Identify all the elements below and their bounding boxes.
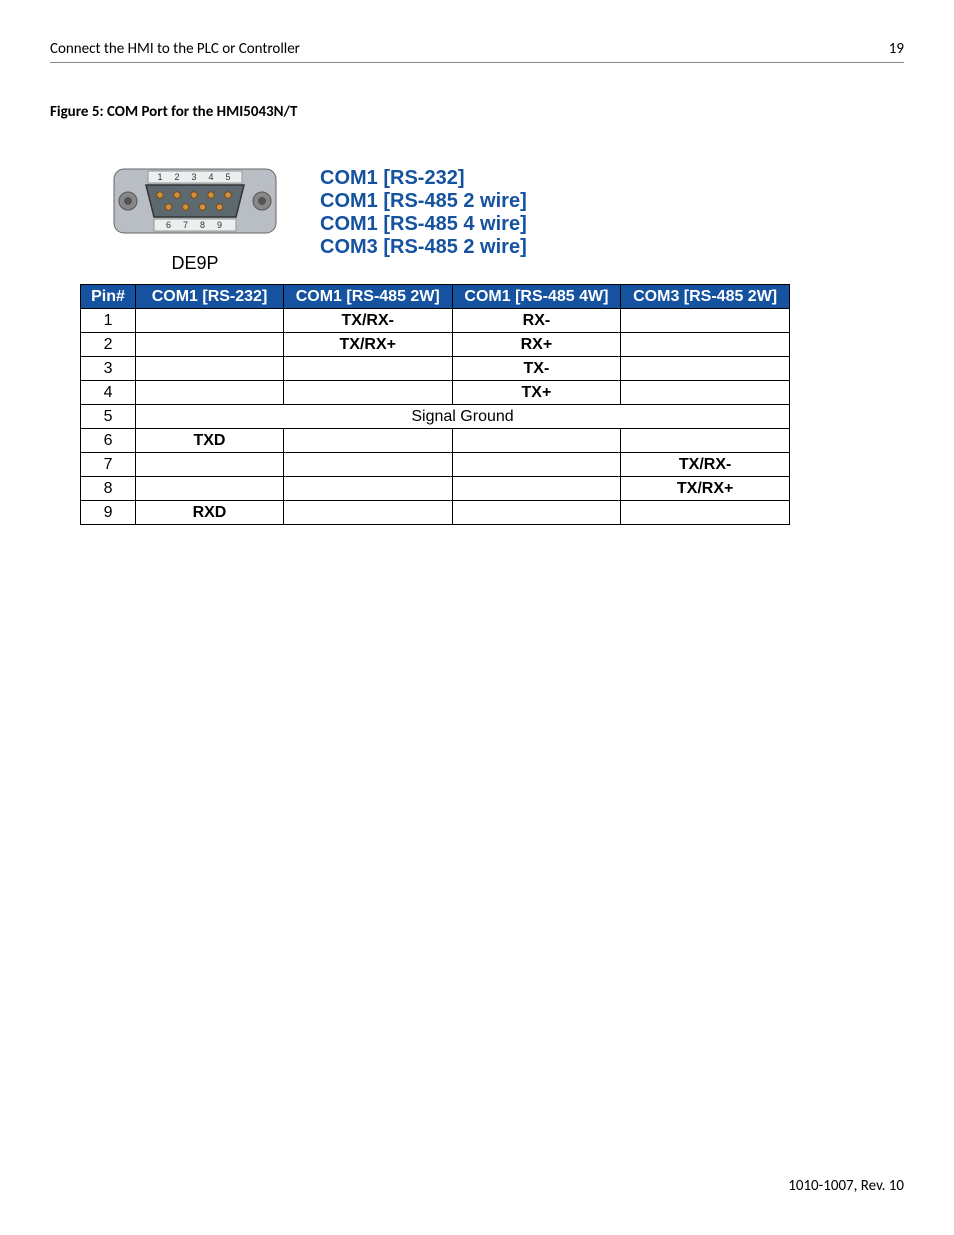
- pin-number-cell: 6: [81, 429, 136, 453]
- table-row: 5Signal Ground: [81, 405, 790, 429]
- table-cell: [136, 381, 284, 405]
- page-header: Connect the HMI to the PLC or Controller…: [50, 40, 904, 63]
- table-cell: [283, 381, 452, 405]
- svg-text:5: 5: [225, 172, 230, 182]
- table-row: 1 TX/RX-RX-: [81, 309, 790, 333]
- table-column-header: COM1 [RS-232]: [136, 285, 284, 309]
- svg-text:2: 2: [174, 172, 179, 182]
- table-cell: TX/RX-: [621, 453, 790, 477]
- pin-number-cell: 3: [81, 357, 136, 381]
- table-row: 6TXD: [81, 429, 790, 453]
- table-cell: [136, 477, 284, 501]
- svg-text:8: 8: [200, 220, 205, 230]
- table-cell: [621, 357, 790, 381]
- pin-number-cell: 8: [81, 477, 136, 501]
- com-port-list-item: COM3 [RS-485 2 wire]: [320, 236, 527, 259]
- table-cell: [136, 357, 284, 381]
- header-left: Connect the HMI to the PLC or Controller: [50, 40, 300, 58]
- table-row: 2 TX/RX+RX+: [81, 333, 790, 357]
- table-cell: [283, 357, 452, 381]
- table-cell: [452, 429, 621, 453]
- svg-text:6: 6: [166, 220, 171, 230]
- com-port-list-item: COM1 [RS-232]: [320, 167, 527, 190]
- table-cell: TX/RX+: [283, 333, 452, 357]
- table-cell: RX-: [452, 309, 621, 333]
- page-footer: 1010-1007, Rev. 10: [788, 1177, 904, 1195]
- header-right: 19: [889, 40, 904, 58]
- table-row: 7 TX/RX-: [81, 453, 790, 477]
- connector-label: DE9P: [171, 253, 218, 274]
- table-cell: [621, 501, 790, 525]
- com-port-list-item: COM1 [RS-485 4 wire]: [320, 213, 527, 236]
- pin-number-cell: 2: [81, 333, 136, 357]
- table-cell: TX/RX-: [283, 309, 452, 333]
- pinout-table: Pin#COM1 [RS-232]COM1 [RS-485 2W]COM1 [R…: [80, 284, 790, 525]
- svg-text:3: 3: [191, 172, 196, 182]
- table-cell: [283, 501, 452, 525]
- de9p-connector-icon: 1 2 3 4 5 6 7 8 9: [110, 151, 280, 251]
- table-header-row: Pin#COM1 [RS-232]COM1 [RS-485 2W]COM1 [R…: [81, 285, 790, 309]
- pin-number-cell: 5: [81, 405, 136, 429]
- figure-title: Figure 5: COM Port for the HMI5043N/T: [50, 103, 904, 121]
- table-cell: TX/RX+: [621, 477, 790, 501]
- pin-number-cell: 4: [81, 381, 136, 405]
- table-cell: [621, 309, 790, 333]
- pin-number-cell: 7: [81, 453, 136, 477]
- table-cell: RX+: [452, 333, 621, 357]
- table-cell: TX-: [452, 357, 621, 381]
- table-cell: [136, 453, 284, 477]
- table-cell: TX+: [452, 381, 621, 405]
- svg-text:9: 9: [217, 220, 222, 230]
- svg-text:1: 1: [157, 172, 162, 182]
- table-cell: [621, 429, 790, 453]
- table-cell: [621, 381, 790, 405]
- table-cell: [621, 333, 790, 357]
- svg-text:7: 7: [183, 220, 188, 230]
- table-column-header: COM1 [RS-485 4W]: [452, 285, 621, 309]
- svg-text:4: 4: [208, 172, 213, 182]
- table-row: 4 TX+: [81, 381, 790, 405]
- table-cell: [283, 477, 452, 501]
- table-row: 8 TX/RX+: [81, 477, 790, 501]
- table-cell: [283, 453, 452, 477]
- table-column-header: COM1 [RS-485 2W]: [283, 285, 452, 309]
- table-column-header: COM3 [RS-485 2W]: [621, 285, 790, 309]
- table-cell: [136, 333, 284, 357]
- table-cell: RXD: [136, 501, 284, 525]
- table-cell-span: Signal Ground: [136, 405, 790, 429]
- com-port-list-item: COM1 [RS-485 2 wire]: [320, 190, 527, 213]
- table-row: 3 TX-: [81, 357, 790, 381]
- pin-number-cell: 9: [81, 501, 136, 525]
- connector-block: 1 2 3 4 5 6 7 8 9 DE9P: [110, 151, 280, 274]
- table-cell: [452, 453, 621, 477]
- com-port-list: COM1 [RS-232]COM1 [RS-485 2 wire]COM1 [R…: [320, 167, 527, 259]
- table-cell: [452, 501, 621, 525]
- table-cell: [136, 309, 284, 333]
- pin-number-cell: 1: [81, 309, 136, 333]
- table-column-header: Pin#: [81, 285, 136, 309]
- figure-diagram-row: 123456789 DE9P COM1 [RS-232]COM1 [RS-485…: [110, 151, 904, 274]
- table-cell: [452, 477, 621, 501]
- table-cell: [283, 429, 452, 453]
- table-cell: TXD: [136, 429, 284, 453]
- table-row: 9RXD: [81, 501, 790, 525]
